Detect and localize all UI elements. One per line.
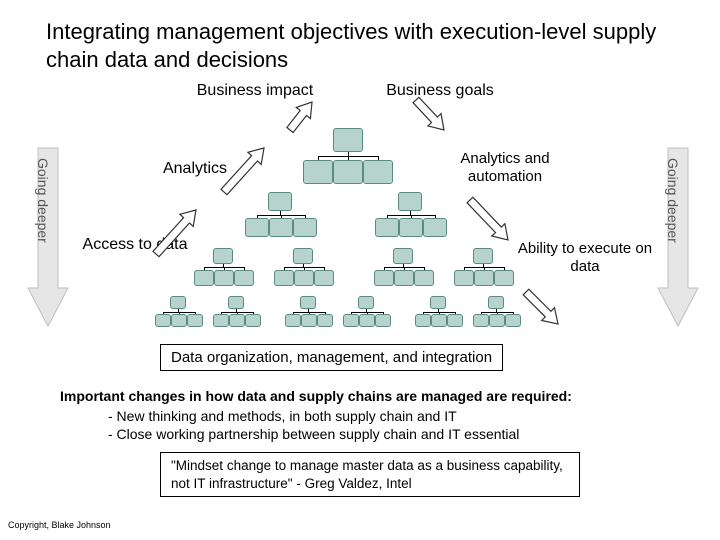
body-quote: "Mindset change to manage master data as… — [160, 452, 580, 497]
body-bullet-2: - Close working partnership between supp… — [108, 426, 519, 442]
body-heading: Important changes in how data and supply… — [60, 388, 680, 404]
body-bullet-1: - New thinking and methods, in both supp… — [108, 408, 457, 424]
copyright: Copyright, Blake Johnson — [8, 520, 111, 530]
data-org-box: Data organization, management, and integ… — [160, 344, 503, 371]
